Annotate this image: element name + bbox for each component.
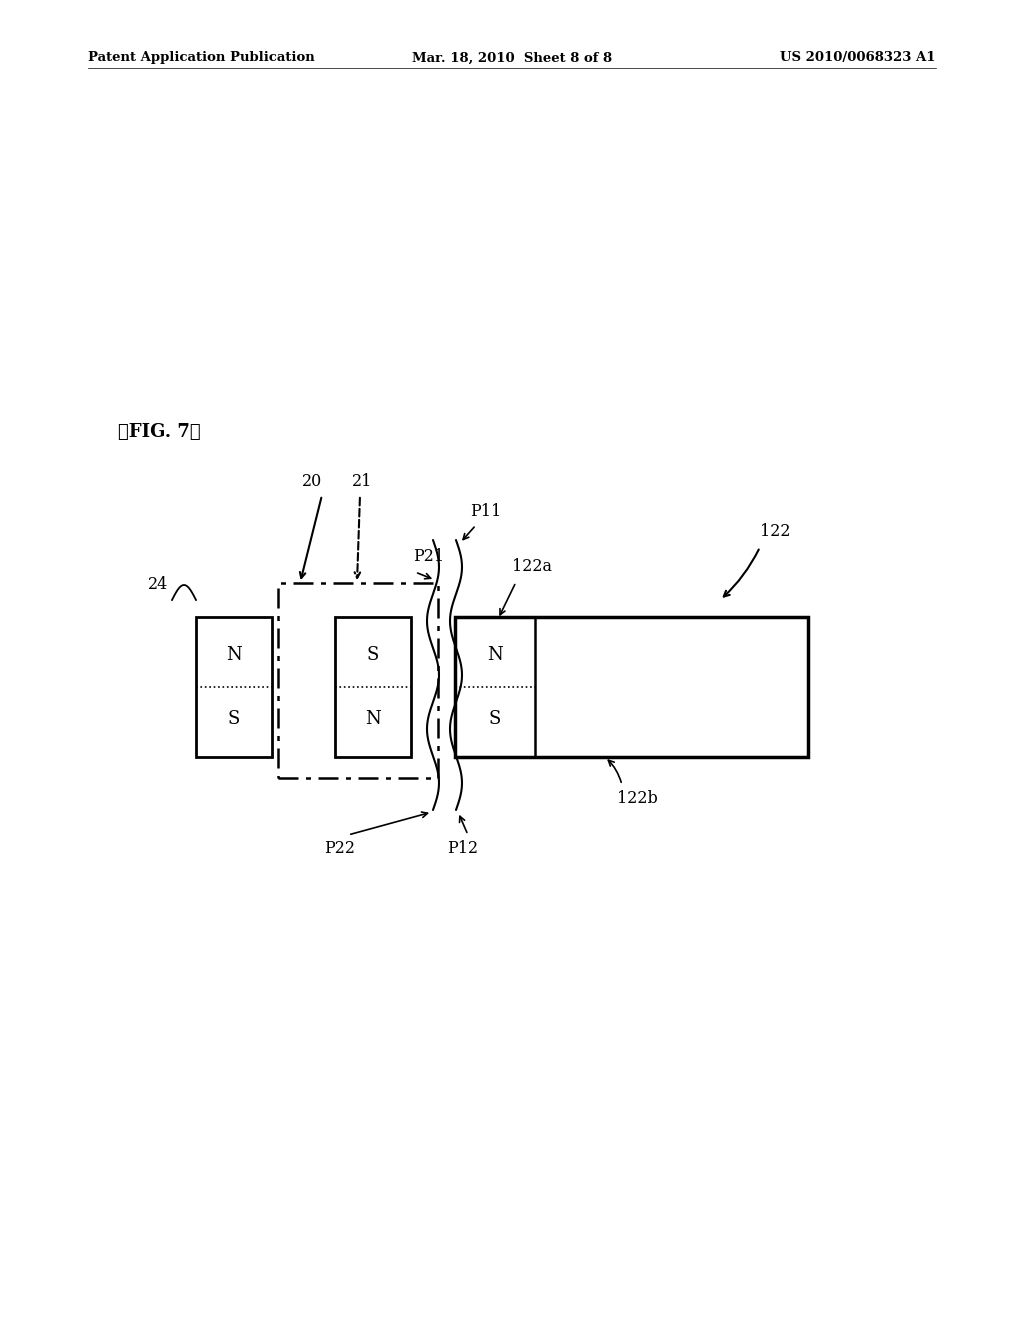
Text: S: S xyxy=(488,710,501,729)
Text: Mar. 18, 2010  Sheet 8 of 8: Mar. 18, 2010 Sheet 8 of 8 xyxy=(412,51,612,65)
Text: P12: P12 xyxy=(447,840,478,857)
Text: 24: 24 xyxy=(147,576,168,593)
Text: P11: P11 xyxy=(470,503,502,520)
Text: 【FIG. 7】: 【FIG. 7】 xyxy=(118,422,201,441)
Text: S: S xyxy=(227,710,241,729)
Bar xyxy=(196,616,272,756)
Bar xyxy=(335,616,411,756)
Text: N: N xyxy=(226,645,242,664)
Bar xyxy=(455,616,808,756)
Text: N: N xyxy=(366,710,381,729)
Text: 122: 122 xyxy=(760,523,791,540)
Text: S: S xyxy=(367,645,379,664)
Text: 20: 20 xyxy=(302,473,323,490)
Text: 21: 21 xyxy=(352,473,373,490)
Text: US 2010/0068323 A1: US 2010/0068323 A1 xyxy=(780,51,936,65)
Bar xyxy=(278,583,438,777)
Text: P22: P22 xyxy=(325,840,355,857)
Text: 122b: 122b xyxy=(617,789,657,807)
Text: 122a: 122a xyxy=(512,558,552,576)
Text: P21: P21 xyxy=(413,548,444,565)
Text: N: N xyxy=(487,645,503,664)
Text: Patent Application Publication: Patent Application Publication xyxy=(88,51,314,65)
